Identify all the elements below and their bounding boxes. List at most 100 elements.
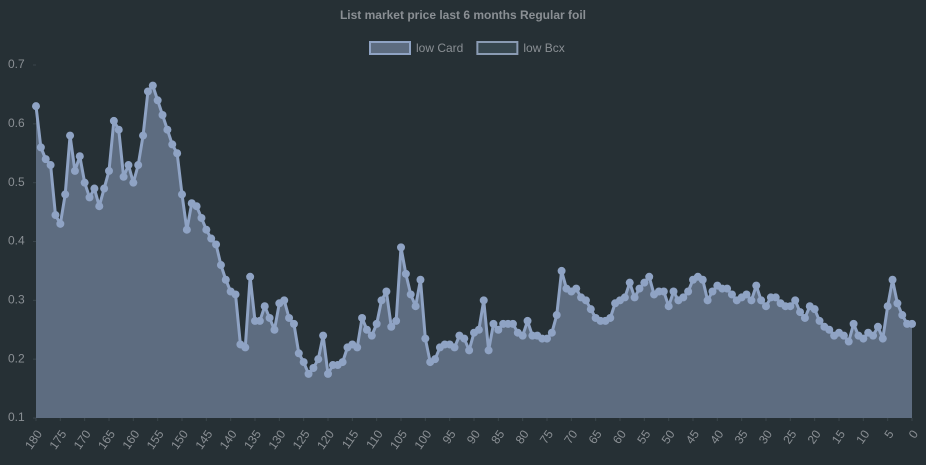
point <box>134 161 143 170</box>
point <box>586 305 595 314</box>
point <box>90 184 99 193</box>
point <box>114 125 123 134</box>
point <box>645 272 654 281</box>
point <box>319 331 328 340</box>
y-tick-label: 0.3 <box>8 293 25 307</box>
legend-swatch <box>476 41 519 55</box>
point <box>757 296 766 305</box>
point <box>406 290 415 299</box>
point <box>289 319 298 328</box>
point <box>401 269 410 278</box>
point <box>796 308 805 317</box>
point <box>679 293 688 302</box>
point <box>859 334 868 343</box>
point <box>358 313 367 322</box>
point <box>839 331 848 340</box>
point <box>362 325 371 334</box>
point <box>309 363 318 372</box>
point <box>216 261 225 270</box>
point <box>105 166 113 175</box>
point <box>299 358 308 367</box>
point <box>46 161 55 170</box>
point <box>581 296 590 305</box>
point <box>543 334 551 343</box>
point <box>265 313 274 322</box>
y-tick-label: 0.5 <box>8 175 25 189</box>
point <box>640 278 649 287</box>
point <box>450 343 459 352</box>
point <box>552 311 561 320</box>
point <box>51 211 60 220</box>
point <box>100 184 109 193</box>
point <box>212 240 221 249</box>
point <box>255 316 264 325</box>
point <box>825 325 834 334</box>
point <box>752 281 761 290</box>
point <box>771 293 780 302</box>
point <box>294 349 303 358</box>
point <box>221 275 230 284</box>
point <box>367 331 376 340</box>
point <box>898 311 907 320</box>
point <box>888 275 897 284</box>
point <box>727 290 736 299</box>
area <box>36 85 912 418</box>
point <box>557 266 566 275</box>
legend-swatch <box>369 41 411 55</box>
point <box>61 190 70 199</box>
point <box>460 334 469 343</box>
point <box>620 293 629 302</box>
point <box>815 316 824 325</box>
point <box>742 290 751 299</box>
point <box>207 234 216 243</box>
point <box>192 202 201 211</box>
point <box>95 202 104 211</box>
legend-label: low Bcx <box>523 41 564 55</box>
point <box>168 140 177 149</box>
point <box>377 296 386 305</box>
point <box>698 275 707 284</box>
point <box>178 190 186 199</box>
point <box>124 161 133 170</box>
point <box>810 305 819 314</box>
point <box>202 225 211 234</box>
point <box>465 346 474 355</box>
point <box>684 287 693 296</box>
point <box>129 178 138 187</box>
point <box>75 152 84 161</box>
y-tick-label: 0.4 <box>8 234 25 248</box>
point <box>747 296 756 305</box>
point <box>158 111 167 120</box>
point <box>703 296 712 305</box>
point <box>231 290 240 299</box>
point <box>80 178 89 187</box>
point <box>241 343 250 352</box>
y-tick-label: 0.7 <box>8 57 25 71</box>
point <box>143 87 152 96</box>
point <box>148 81 157 90</box>
point <box>182 225 191 234</box>
point <box>173 149 182 158</box>
y-tick-label: 0.2 <box>8 351 25 365</box>
point <box>32 102 40 111</box>
point <box>392 316 401 325</box>
y-tick-label: 0.6 <box>8 116 25 130</box>
point <box>523 316 532 325</box>
point <box>762 302 770 311</box>
point <box>246 272 255 281</box>
point <box>723 284 732 293</box>
point <box>786 302 795 311</box>
point <box>36 143 45 152</box>
point <box>270 325 279 334</box>
point <box>41 155 50 164</box>
point <box>353 343 362 352</box>
point <box>849 319 858 328</box>
point <box>324 369 332 378</box>
point <box>844 337 853 346</box>
point <box>109 116 118 125</box>
point <box>387 322 396 331</box>
point <box>518 331 527 340</box>
point <box>606 313 615 322</box>
point <box>791 296 800 305</box>
